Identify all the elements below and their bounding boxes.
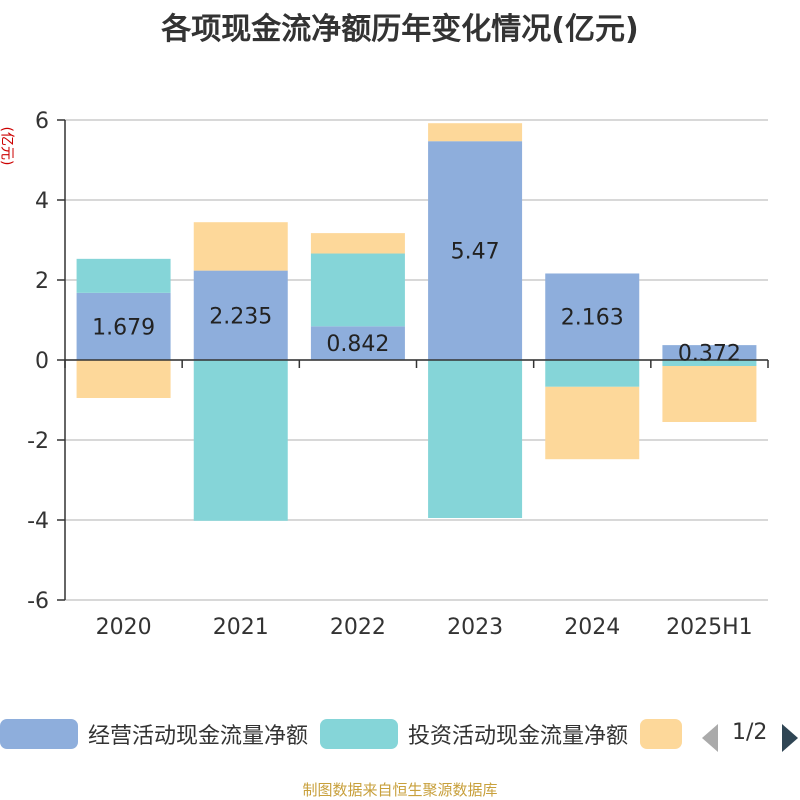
x-axis-tick-label: 2024 <box>564 615 620 640</box>
bar-financing-2021[interactable] <box>193 222 288 271</box>
y-axis-tick-label: 2 <box>35 269 49 294</box>
x-axis-tick-label: 2021 <box>213 615 269 640</box>
bar-investing-2025H1[interactable] <box>662 360 757 366</box>
y-axis-tick-label: 0 <box>35 349 49 374</box>
bar-operating-2024[interactable] <box>545 273 640 360</box>
bar-operating-2022[interactable] <box>310 326 405 360</box>
legend: 经营活动现金流量净额 投资活动现金流量净额 1/2 <box>0 716 800 752</box>
bar-financing-2022[interactable] <box>310 233 405 254</box>
legend-page-indicator: 1/2 <box>732 720 768 745</box>
chart-plot: -6 -4 -2 0 2 4 6 2020 2021 2022 2023 2024 2025H1 1.6… <box>27 109 769 640</box>
legend-swatch-financing <box>640 719 682 749</box>
bar-operating-2021[interactable] <box>193 270 288 360</box>
bar-financing-2020[interactable] <box>76 360 171 398</box>
data-label-operating-2020: 1.679 <box>92 315 155 340</box>
data-label-operating-2025H1: 0.372 <box>678 342 741 367</box>
legend-next-page-arrow-icon[interactable] <box>782 724 798 752</box>
bar-financing-2023[interactable] <box>428 123 523 142</box>
bar-operating-2023[interactable] <box>428 141 523 360</box>
legend-item-operating[interactable]: 经营活动现金流量净额 <box>0 716 308 752</box>
y-axis-tick-label: -6 <box>27 589 49 614</box>
data-label-operating-2022: 0.842 <box>326 332 389 357</box>
bar-investing-2021[interactable] <box>193 360 288 521</box>
y-axis-tick-label: -4 <box>27 509 49 534</box>
bar-financing-2025H1[interactable] <box>662 366 757 422</box>
bar-investing-2022[interactable] <box>310 253 405 327</box>
chart-title: 各项现金流净额历年变化情况(亿元) <box>161 12 639 47</box>
data-label-operating-2023: 5.47 <box>451 240 500 265</box>
x-axis-tick-label: 2025H1 <box>666 615 753 640</box>
bar-investing-2023[interactable] <box>428 360 523 518</box>
bar-investing-2024[interactable] <box>545 360 640 387</box>
bar-operating-2025H1[interactable] <box>662 345 757 360</box>
y-axis-tick-label: -2 <box>27 429 49 454</box>
bar-investing-2020[interactable] <box>76 258 171 293</box>
data-label-operating-2021: 2.235 <box>209 304 272 329</box>
legend-item-investing[interactable]: 投资活动现金流量净额 <box>320 716 628 752</box>
bar-operating-2020[interactable] <box>76 292 171 360</box>
legend-item-financing[interactable] <box>640 716 682 752</box>
legend-label-operating: 经营活动现金流量净额 <box>88 724 309 749</box>
legend-label-investing: 投资活动现金流量净额 <box>408 724 629 749</box>
y-axis-tick-label: 4 <box>35 189 49 214</box>
data-label-operating-2024: 2.163 <box>561 306 624 331</box>
legend-swatch-operating <box>0 719 78 749</box>
x-axis-tick-label: 2022 <box>330 615 386 640</box>
bar-financing-2024[interactable] <box>545 386 640 460</box>
legend-swatch-investing <box>320 719 398 749</box>
data-source-note: 制图数据来自恒生聚源数据库 <box>302 781 498 799</box>
x-axis-tick-label: 2023 <box>447 615 503 640</box>
y-axis-tick-label: 6 <box>35 109 49 134</box>
legend-prev-page-arrow-icon[interactable] <box>702 724 718 752</box>
x-axis-tick-label: 2020 <box>96 615 152 640</box>
